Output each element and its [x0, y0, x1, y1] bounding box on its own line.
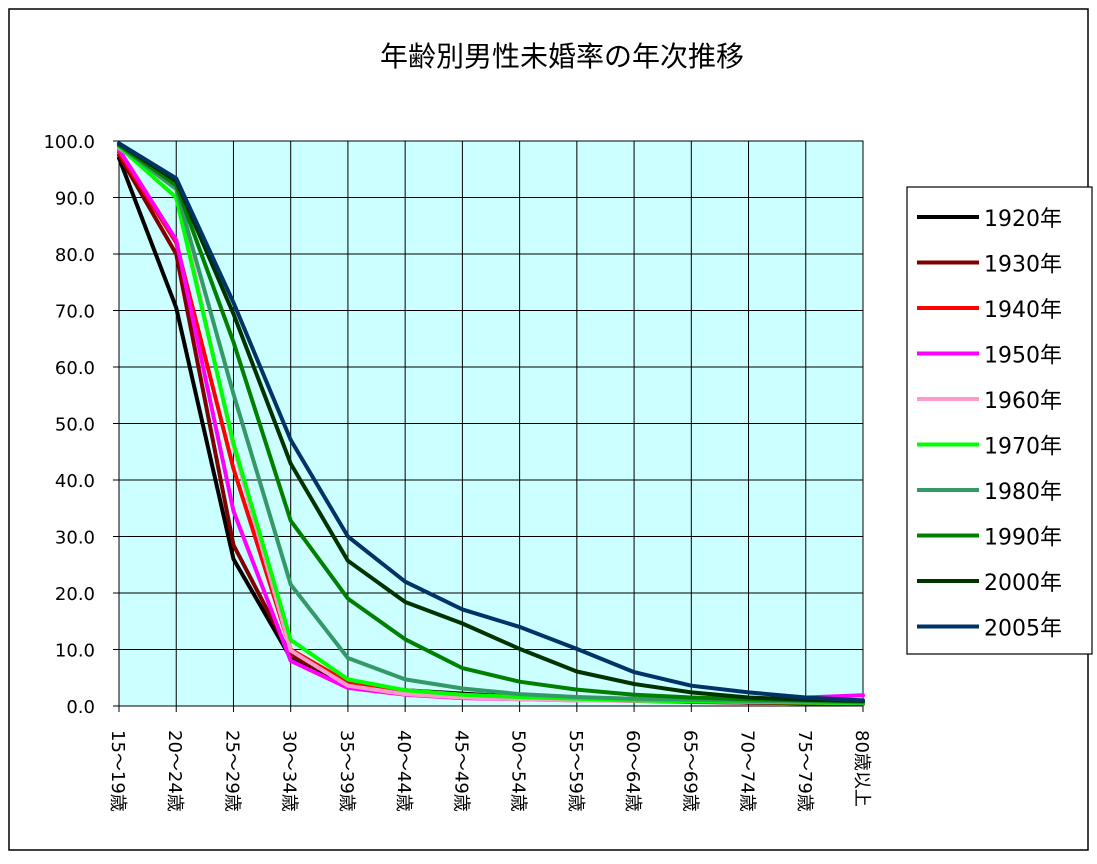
y-tick-label: 50.0: [55, 415, 95, 436]
y-tick-label: 100.0: [43, 132, 95, 153]
x-tick-label: 70～74歳: [737, 730, 758, 812]
legend-label-1950: 1950年: [984, 344, 1062, 369]
x-tick-label: 35～39歳: [336, 730, 357, 812]
legend-label-1930: 1930年: [984, 253, 1062, 278]
y-tick-label: 0.0: [66, 697, 95, 718]
series-line-2005: [117, 141, 865, 703]
y-tick-label: 80.0: [55, 245, 95, 266]
x-tick-label: 40～44歳: [393, 730, 414, 812]
legend-items: 1920年 1930年 1940年 1950年 1960年 1970年 1980年 1990年…: [917, 207, 1062, 642]
y-tick-label: 20.0: [55, 584, 95, 605]
y-tick-label: 40.0: [55, 471, 95, 492]
x-tick-label: 60～64歳: [622, 730, 643, 812]
legend-label-1970: 1970年: [984, 435, 1062, 460]
x-tick-label: 25～29歳: [221, 730, 242, 812]
legend-label-2000: 2000年: [984, 571, 1062, 596]
legend-label-2005: 2005年: [984, 617, 1062, 642]
legend: [906, 186, 1093, 655]
legend-label-1920: 1920年: [984, 207, 1062, 232]
y-tick-label: 30.0: [55, 528, 95, 549]
series-line-2000: [117, 141, 865, 703]
legend-label-1940: 1940年: [984, 298, 1062, 323]
y-tick-label: 70.0: [55, 302, 95, 323]
legend-label-1960: 1960年: [984, 389, 1062, 414]
y-tick-label: 60.0: [55, 358, 95, 379]
x-tick-label: 20～24歳: [164, 730, 185, 812]
x-tick-label: 65～69歳: [679, 730, 700, 812]
y-axis: 0.0 10.0 20.0 30.0 40.0 50.0 60.0 70.0 80.0 90.0 1…: [43, 132, 119, 718]
x-axis: 15～19歳 20～24歳 25～29歳 30～34歳 35～39歳 40～44歳 45～4…: [107, 706, 872, 812]
x-tick-label: 45～49歳: [450, 730, 471, 812]
x-tick-label: 15～19歳: [107, 730, 128, 812]
chart-title: 年齢別男性未婚率の年次推移: [380, 40, 744, 73]
x-tick-label: 50～54歳: [508, 730, 529, 812]
x-tick-label: 30～34歳: [279, 730, 300, 812]
legend-label-1990: 1990年: [984, 526, 1062, 551]
x-tick-label: 75～79歳: [794, 730, 815, 812]
y-tick-label: 10.0: [55, 641, 95, 662]
x-tick-label: 80歳以上: [851, 730, 872, 807]
y-tick-label: 90.0: [55, 189, 95, 210]
x-tick-label: 55～59歳: [565, 730, 586, 812]
legend-label-1980: 1980年: [984, 480, 1062, 505]
series-line-1990: [117, 143, 865, 704]
series-lines: [117, 141, 865, 706]
